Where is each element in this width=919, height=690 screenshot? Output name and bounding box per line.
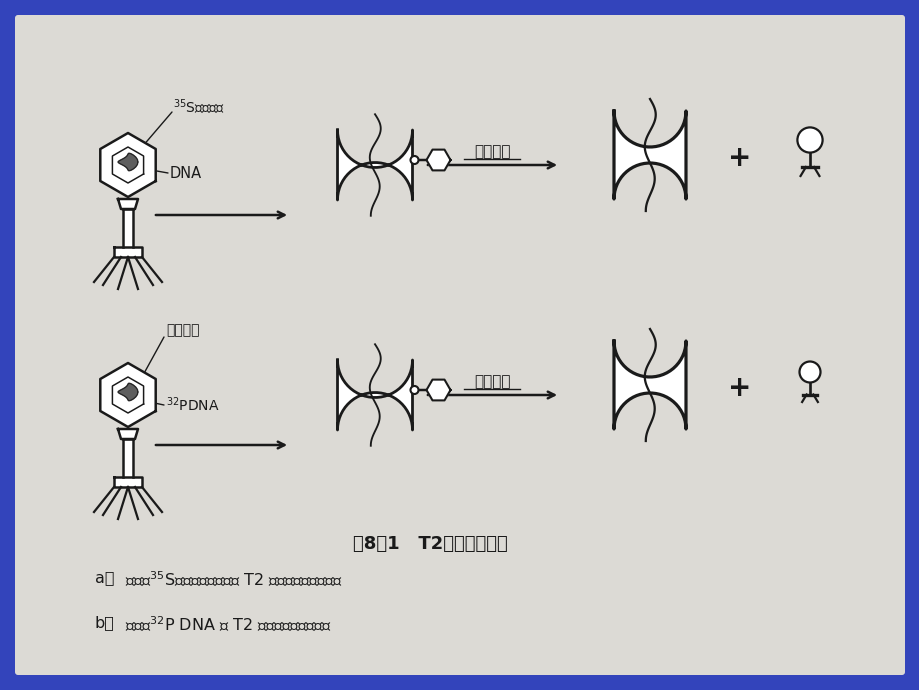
FancyBboxPatch shape <box>15 15 904 675</box>
Polygon shape <box>118 199 138 209</box>
Polygon shape <box>613 341 686 429</box>
Text: 图8－1   T2噬菌体的实验: 图8－1 T2噬菌体的实验 <box>352 535 506 553</box>
Text: 混合处理: 混合处理 <box>473 144 510 159</box>
Polygon shape <box>100 363 155 427</box>
Polygon shape <box>426 380 450 400</box>
Text: +: + <box>728 374 751 402</box>
Text: b．: b． <box>95 615 115 630</box>
Polygon shape <box>613 111 686 199</box>
Polygon shape <box>100 133 155 197</box>
Polygon shape <box>123 439 133 477</box>
Circle shape <box>410 156 418 164</box>
Polygon shape <box>114 477 142 487</box>
Text: 外壳蛋白: 外壳蛋白 <box>165 323 199 337</box>
Text: 混合处理: 混合处理 <box>473 375 510 389</box>
Circle shape <box>797 128 822 152</box>
Text: $^{35}$S外壳蛋白: $^{35}$S外壳蛋白 <box>173 97 224 117</box>
Polygon shape <box>118 429 138 439</box>
Text: DNA: DNA <box>170 166 202 181</box>
Polygon shape <box>337 130 412 200</box>
Circle shape <box>799 362 820 382</box>
Text: 用含有$^{32}$P DNA 的 T2 噬菌体感染大肠杆菌: 用含有$^{32}$P DNA 的 T2 噬菌体感染大肠杆菌 <box>125 615 332 634</box>
Polygon shape <box>118 383 138 401</box>
Text: $^{32}$PDNA: $^{32}$PDNA <box>165 395 220 414</box>
Polygon shape <box>114 247 142 257</box>
Text: +: + <box>728 144 751 172</box>
Circle shape <box>410 386 418 394</box>
Text: a．: a． <box>95 570 114 585</box>
Text: 用含有$^{35}$S标记蛋白质外壳的 T2 噬菌体感染大肠杆菌: 用含有$^{35}$S标记蛋白质外壳的 T2 噬菌体感染大肠杆菌 <box>125 570 343 589</box>
Polygon shape <box>337 360 412 430</box>
Polygon shape <box>426 150 450 170</box>
Polygon shape <box>123 209 133 247</box>
Polygon shape <box>118 153 138 170</box>
